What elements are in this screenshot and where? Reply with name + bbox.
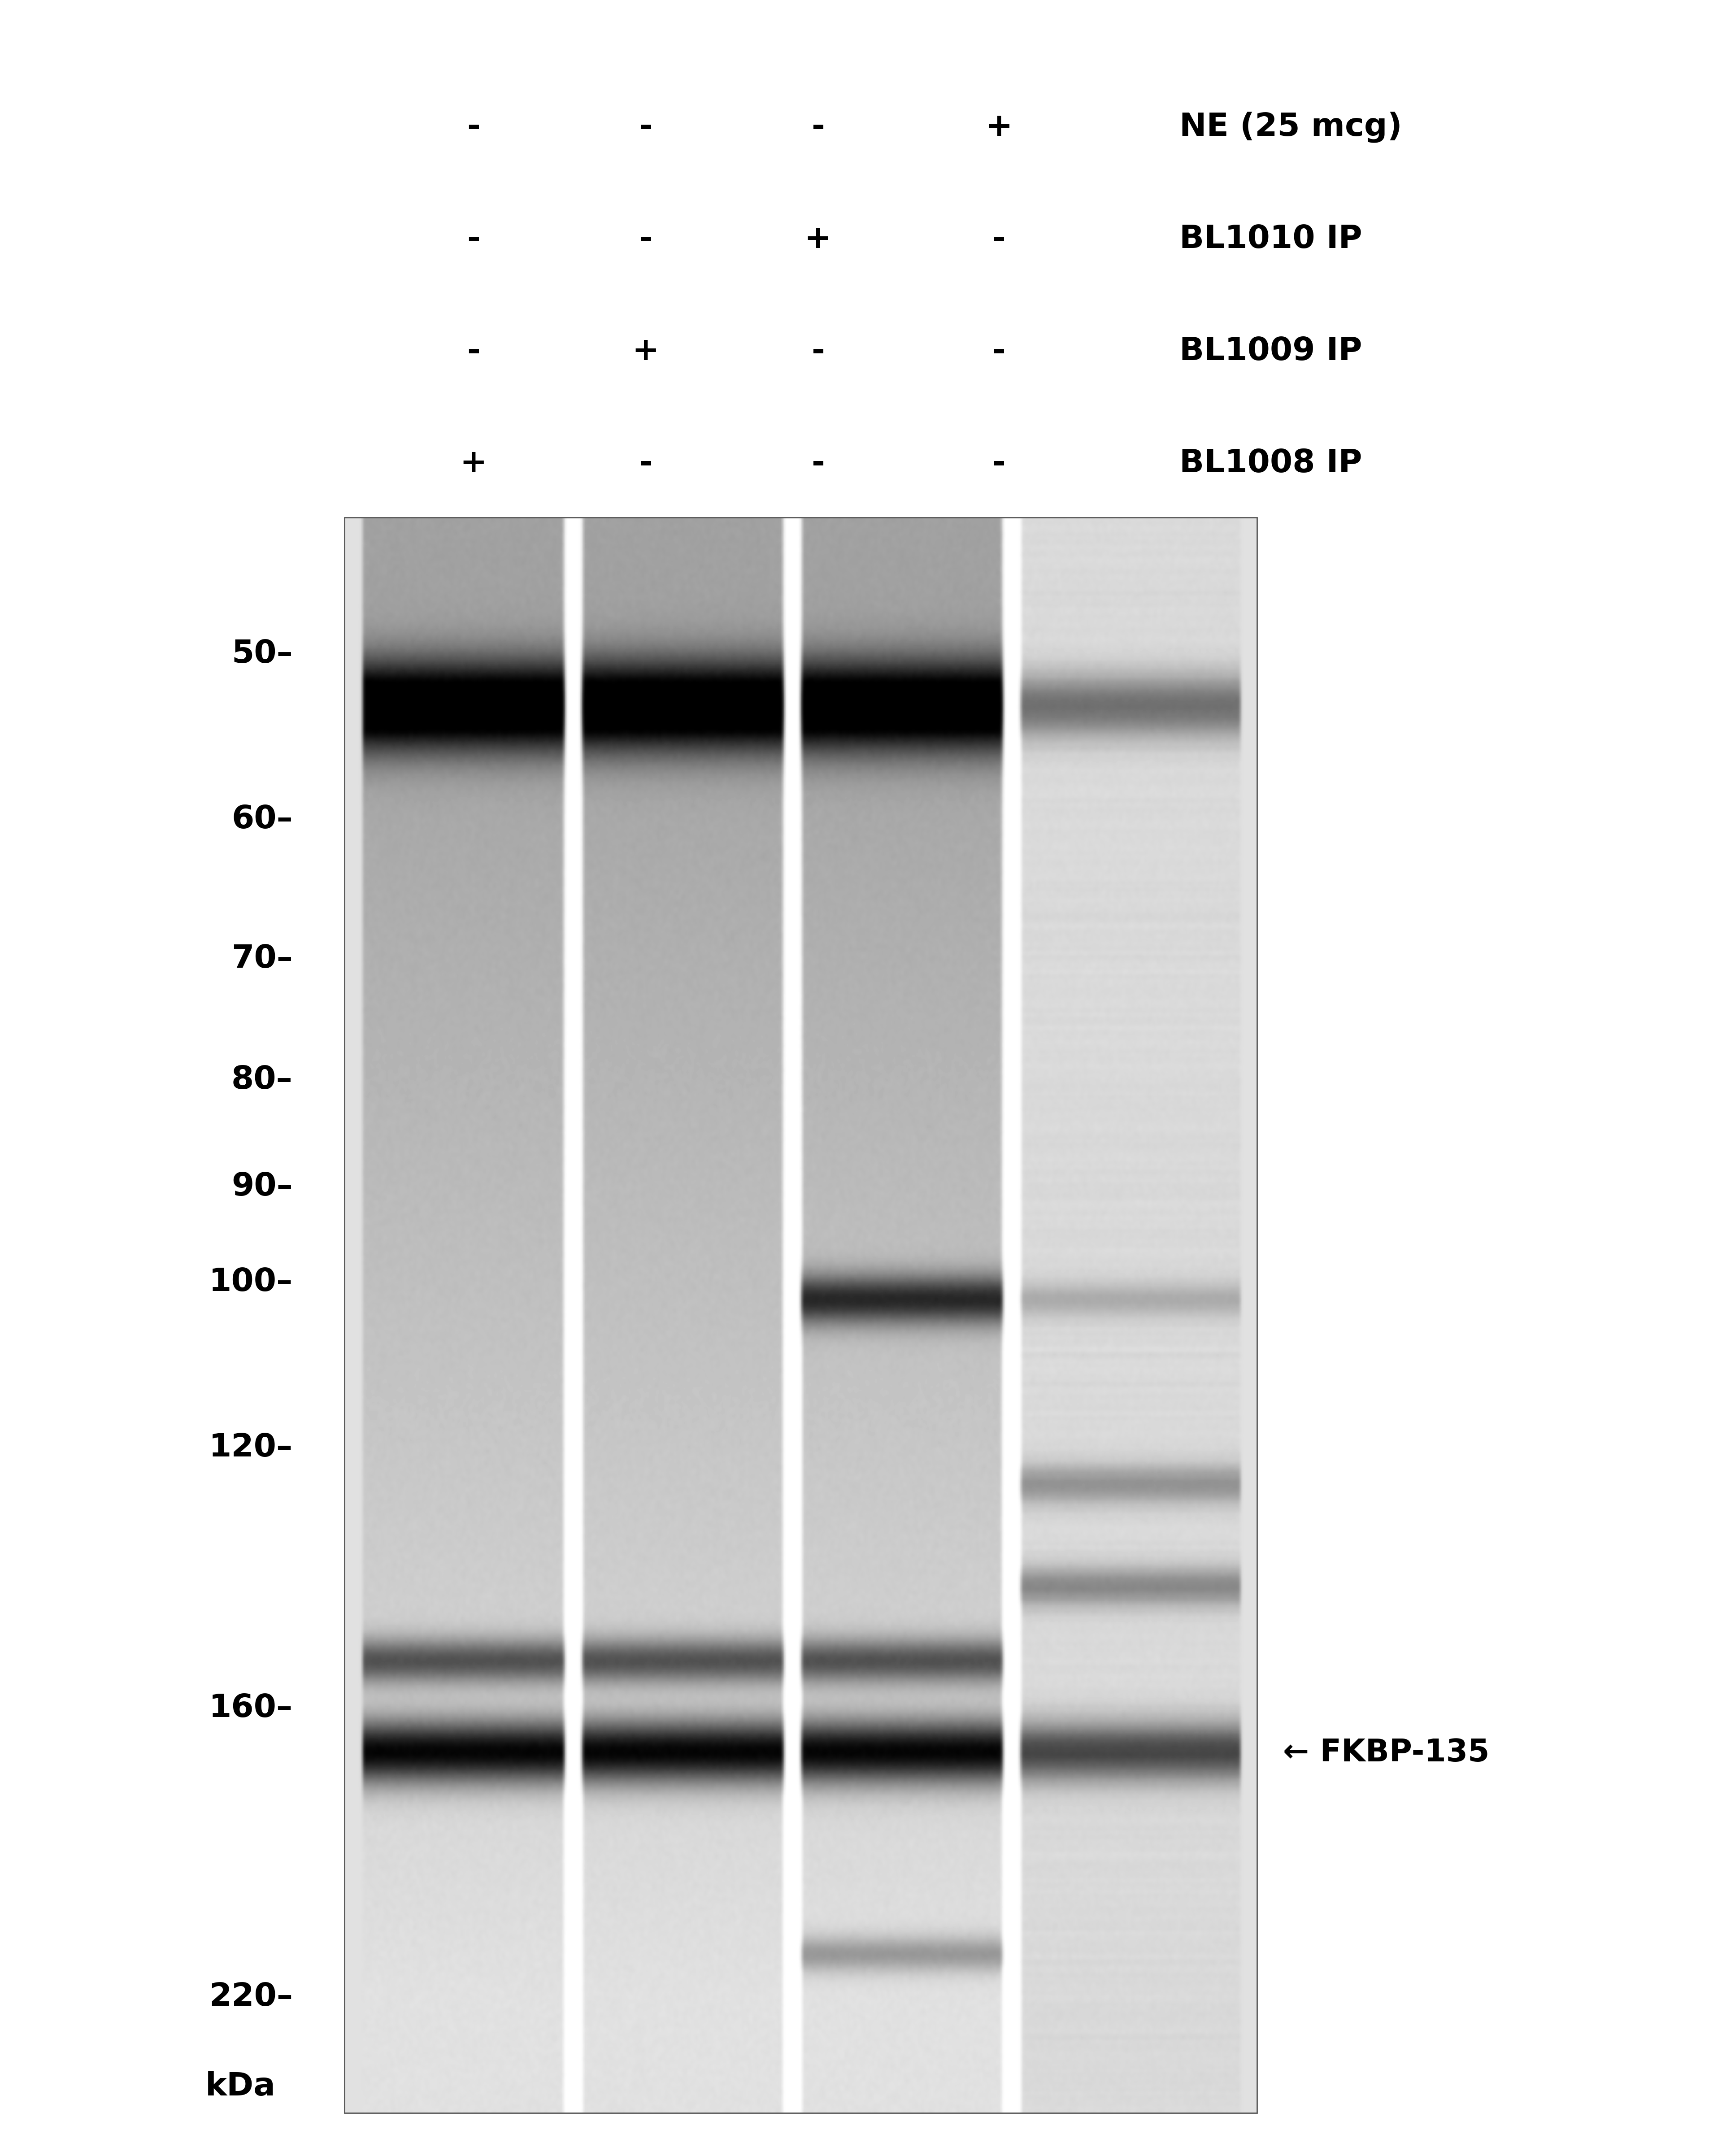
Text: +: + bbox=[804, 224, 832, 254]
Text: kDa: kDa bbox=[205, 2072, 276, 2102]
Text: -: - bbox=[992, 336, 1006, 367]
Text: +: + bbox=[985, 112, 1013, 142]
Text: -: - bbox=[811, 336, 825, 367]
Text: -: - bbox=[467, 336, 480, 367]
Text: 160–: 160– bbox=[208, 1692, 293, 1725]
Text: -: - bbox=[639, 448, 653, 479]
Text: -: - bbox=[811, 112, 825, 142]
Text: 50–: 50– bbox=[231, 638, 293, 671]
Text: -: - bbox=[639, 112, 653, 142]
Text: 80–: 80– bbox=[231, 1065, 293, 1095]
Text: -: - bbox=[992, 448, 1006, 479]
Text: 90–: 90– bbox=[231, 1171, 293, 1203]
Text: 220–: 220– bbox=[208, 1981, 293, 2012]
Text: 100–: 100– bbox=[208, 1268, 293, 1298]
Text: 60–: 60– bbox=[231, 804, 293, 834]
Text: -: - bbox=[467, 112, 480, 142]
Text: +: + bbox=[460, 448, 487, 479]
Text: -: - bbox=[992, 224, 1006, 254]
Text: BL1009 IP: BL1009 IP bbox=[1180, 336, 1362, 367]
Bar bbox=[344, 517, 1257, 2113]
Text: 120–: 120– bbox=[208, 1432, 293, 1464]
Text: NE (25 mcg): NE (25 mcg) bbox=[1180, 112, 1402, 142]
Text: -: - bbox=[811, 448, 825, 479]
Text: +: + bbox=[632, 336, 660, 367]
Text: -: - bbox=[639, 224, 653, 254]
Text: ← FKBP-135: ← FKBP-135 bbox=[1283, 1738, 1490, 1768]
Text: BL1010 IP: BL1010 IP bbox=[1180, 224, 1362, 254]
Text: 70–: 70– bbox=[231, 944, 293, 975]
Text: BL1008 IP: BL1008 IP bbox=[1180, 448, 1362, 479]
Text: -: - bbox=[467, 224, 480, 254]
